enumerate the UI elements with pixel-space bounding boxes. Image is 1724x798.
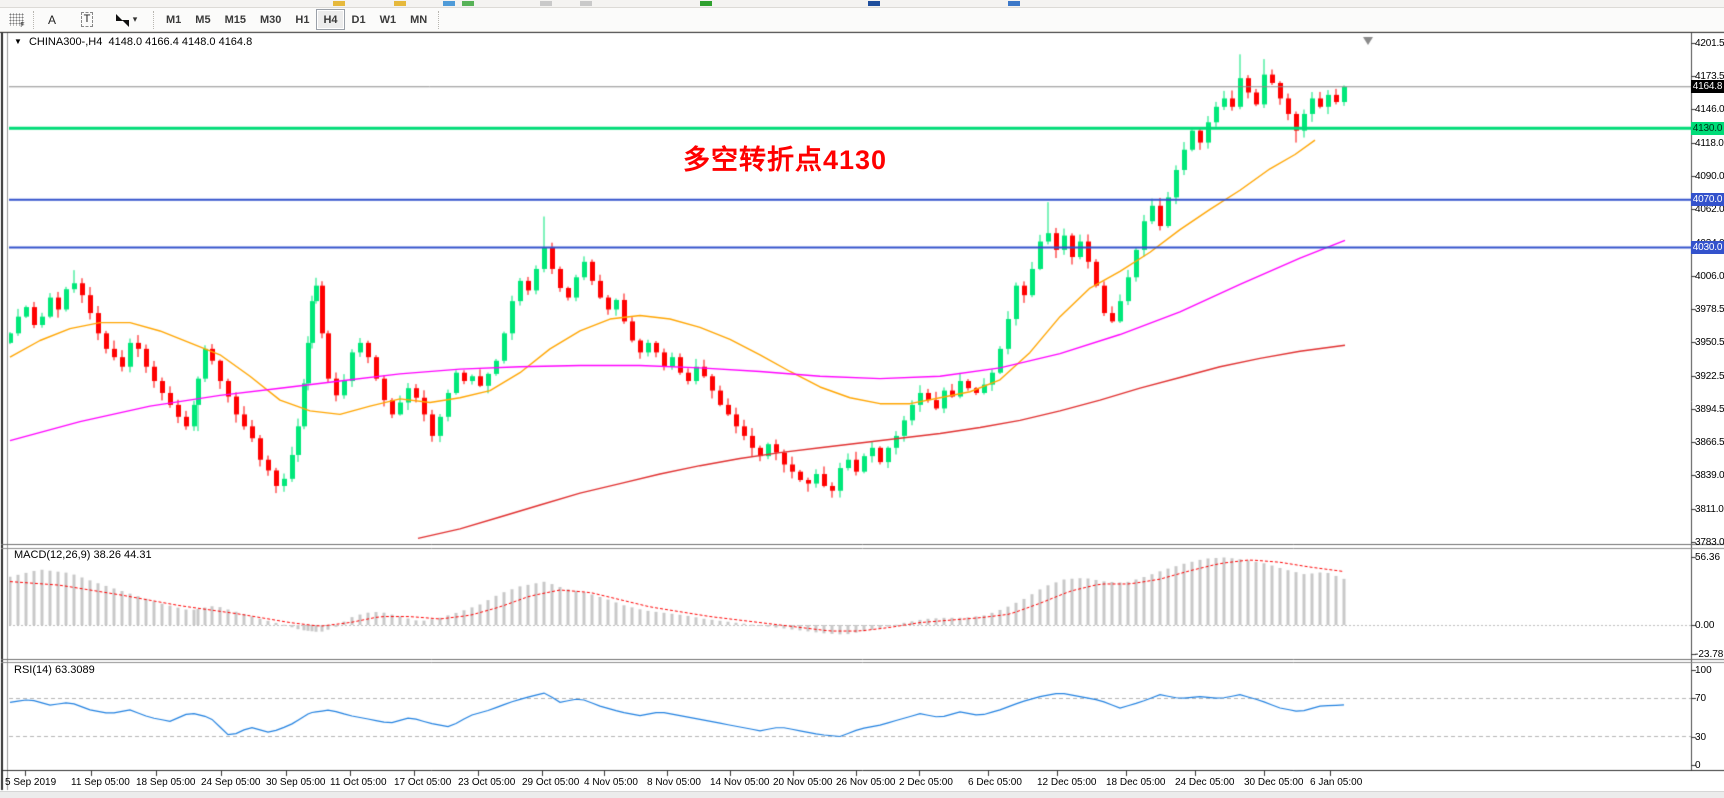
price-badge: 4164.8 [1691, 80, 1724, 94]
time-axis-label: 4 Nov 05:00 [584, 777, 638, 788]
chevron-down-icon: ▾ [132, 14, 138, 24]
rsi-indicator-label: RSI(14) 63.3089 [14, 664, 95, 676]
symbol-period-label: CHINA300-,H4 [28, 36, 103, 48]
toolbar-separator [153, 10, 155, 29]
indicator-axis-tick: 30 [1695, 732, 1707, 743]
time-axis-label: 6 Dec 05:00 [968, 777, 1022, 788]
price-badge: 4130.0 [1691, 121, 1724, 135]
indicator-axis-tick: 0 [1695, 760, 1701, 771]
indicator-axis-tick: 56.36 [1695, 552, 1721, 563]
toolbar-icon-fragment [394, 1, 406, 6]
timeframe-toolbar: M1 M5 M15 M30 H1 H4 D1 W1 MN [159, 9, 434, 30]
price-axis-tick: 4090.0 [1695, 170, 1724, 182]
timeframe-button-h4[interactable]: H4 [316, 9, 345, 30]
time-axis-label: 5 Sep 2019 [5, 777, 57, 788]
time-axis-label: 23 Oct 05:00 [458, 777, 516, 788]
time-axis-label: 20 Nov 05:00 [773, 777, 833, 788]
price-badge: 4070.0 [1691, 193, 1724, 207]
indicator-axis-tick: 70 [1695, 693, 1707, 704]
price-axis-tick: 3811.0 [1695, 503, 1724, 515]
toolbar-separator [438, 10, 440, 29]
price-axis-tick: 4173.5 [1695, 71, 1724, 83]
time-axis-label: 18 Sep 05:00 [136, 777, 196, 788]
toolbar-icon-fragment [1008, 1, 1020, 6]
ohlc-quote-label: 4148.0 4166.4 4148.0 4164.8 [108, 36, 253, 48]
timeframe-button-m5[interactable]: M5 [195, 13, 211, 26]
indicator-axis-tick: 100 [1695, 665, 1712, 676]
time-axis-label: 24 Dec 05:00 [1175, 777, 1235, 788]
time-axis-label: 29 Oct 05:00 [522, 777, 580, 788]
shapes-icon [115, 13, 131, 27]
toolbar-icon-fragment [868, 1, 880, 6]
collapse-triangle-icon[interactable]: ▼ [14, 37, 22, 46]
time-axis-label: 17 Oct 05:00 [394, 777, 452, 788]
indicator-axis-tick: -23.78 [1695, 649, 1724, 660]
text-t-icon: T [80, 12, 94, 27]
chart-toolbar: F A T ▾ M1 M5 M15 M30 H1 H4 D1 W1 MN [0, 8, 1724, 32]
toolbar-icon-fragment [462, 1, 474, 6]
price-axis-tick: 3783.0 [1695, 537, 1724, 548]
macd-indicator-label: MACD(12,26,9) 38.26 44.31 [14, 549, 152, 561]
time-axis-label: 26 Nov 05:00 [836, 777, 896, 788]
time-axis-label: 2 Dec 05:00 [899, 777, 953, 788]
dotted-grid-icon: F [8, 13, 25, 29]
toolbar-icon-fragment [443, 1, 455, 6]
chart-annotation-text: 多空转折点4130 [683, 145, 888, 175]
time-axis-label: 12 Dec 05:00 [1037, 777, 1097, 788]
timeframe-button-m1[interactable]: M1 [166, 13, 182, 26]
time-axis-label: 11 Oct 05:00 [330, 777, 387, 788]
price-axis-tick: 3978.5 [1695, 303, 1724, 315]
timeframe-button-h1[interactable]: H1 [295, 13, 310, 26]
indicator-axis-tick: 0.00 [1695, 620, 1715, 631]
timeframe-button-d1[interactable]: D1 [351, 13, 366, 26]
time-axis-label: 11 Sep 05:00 [71, 777, 130, 788]
timeframe-button-mn[interactable]: MN [410, 13, 428, 26]
timeframe-button-m15[interactable]: M15 [224, 13, 246, 26]
price-axis-tick: 3922.5 [1695, 370, 1724, 382]
time-axis-label: 14 Nov 05:00 [710, 777, 770, 788]
time-axis-label: 18 Dec 05:00 [1106, 777, 1166, 788]
price-axis-tick: 3950.5 [1695, 337, 1724, 349]
grid-snap-button[interactable]: F [4, 9, 28, 30]
shapes-tool-button[interactable]: ▾ [108, 9, 144, 30]
toolbar-icon-fragment [580, 1, 592, 6]
price-axis-tick: 4006.0 [1695, 271, 1724, 283]
toolbar-icon-fragment [333, 1, 345, 6]
price-axis-tick: 4118.0 [1695, 137, 1724, 149]
chart-title: ▼ CHINA300-,H4 4148.0 4166.4 4148.0 4164… [14, 36, 252, 48]
label-a-icon: A [47, 12, 56, 27]
toolbar-icon-fragment [700, 1, 712, 6]
price-axis-tick: 3866.5 [1695, 437, 1724, 449]
time-axis-label: 24 Sep 05:00 [201, 777, 261, 788]
price-badge: 4030.0 [1691, 240, 1724, 254]
status-strip [0, 791, 1724, 798]
time-axis-label: 30 Dec 05:00 [1244, 777, 1304, 788]
time-axis-label: 6 Jan 05:00 [1310, 777, 1363, 788]
label-tool-button[interactable]: A [40, 9, 64, 30]
main-toolbar-partial [0, 0, 1724, 8]
timeframe-button-m30[interactable]: M30 [259, 13, 282, 26]
time-axis-label: 8 Nov 05:00 [647, 777, 701, 788]
price-axis-tick: 4201.5 [1695, 38, 1724, 49]
price-axis-tick: 4146.0 [1695, 104, 1724, 116]
time-axis-label: 30 Sep 05:00 [266, 777, 326, 788]
toolbar-separator [33, 10, 35, 29]
price-axis-tick: 4062.0 [1695, 204, 1724, 216]
toolbar-icon-fragment [540, 1, 552, 6]
price-axis-tick: 3894.5 [1695, 404, 1724, 416]
timeframe-button-w1[interactable]: W1 [379, 13, 397, 26]
price-axis-tick: 3839.0 [1695, 470, 1724, 482]
text-tool-button[interactable]: T [75, 9, 99, 30]
